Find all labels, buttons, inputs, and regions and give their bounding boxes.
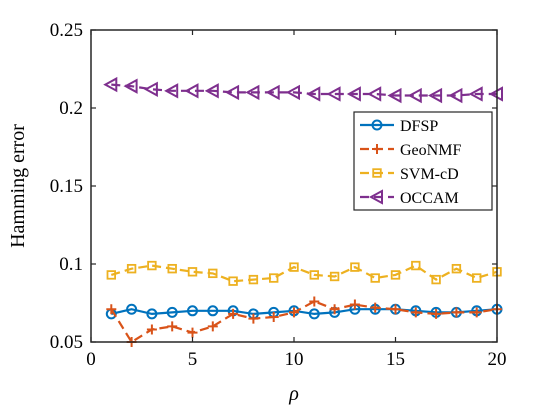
data-point [407,87,422,104]
data-point [471,273,482,283]
data-point [106,304,117,315]
data-point [349,299,360,310]
y-axis-ticks: 0.05 0.1 0.15 0.2 0.25 [50,20,497,353]
data-point [126,263,137,274]
data-point [431,308,442,319]
data-point [126,303,138,315]
data-point [390,304,401,315]
y-tick-label: 0.1 [59,254,83,275]
data-point [225,84,240,101]
x-axis-ticks: 0 5 10 15 20 [86,30,507,370]
data-point [166,306,178,318]
series-line [111,308,498,316]
data-point [187,267,198,277]
series-layer [103,76,503,347]
data-point [308,308,320,320]
series-occam [103,76,503,104]
legend-marker [371,119,383,131]
data-point [289,262,299,272]
data-point [431,274,441,285]
legend: DFSP GeoNMF SVM-cD OCCAM [353,111,493,211]
data-point [268,273,279,283]
data-point [187,305,198,317]
legend-label: GeoNMF [400,142,461,159]
data-point [451,263,462,274]
data-point [207,321,218,332]
x-tick-label: 15 [386,349,405,370]
legend-item-geonmf: GeoNMF [360,142,461,159]
data-point [164,83,179,99]
legend-label: SVM-cD [400,166,459,183]
data-point [147,260,157,271]
y-tick-label: 0.2 [59,98,83,119]
data-point [248,313,259,324]
x-tick-label: 5 [188,349,198,370]
y-tick-label: 0.25 [50,20,83,41]
y-axis-label: Hamming error [7,124,29,248]
data-point [428,87,443,104]
y-tick-label: 0.15 [50,176,83,197]
data-point [268,312,279,323]
data-point [370,302,381,313]
data-point [207,305,219,317]
y-tick-label: 0.05 [50,332,83,353]
data-point [329,304,340,315]
data-point [103,76,118,93]
legend-item-occam: OCCAM [360,189,459,207]
data-point [285,84,300,101]
data-point [289,307,299,318]
data-point [346,86,361,102]
data-point [228,276,238,286]
data-point [411,260,421,271]
data-point [350,262,360,272]
data-point [167,263,177,274]
data-point [245,84,260,101]
data-point [306,86,321,102]
series-line [111,83,497,97]
data-point [309,296,320,307]
x-tick-label: 0 [86,349,96,370]
data-point [146,308,158,320]
data-point [187,327,198,338]
series-svm-cd [106,260,502,286]
series-geonmf [106,296,502,347]
data-point [471,307,482,318]
legend-marker [372,144,382,154]
data-point [367,86,382,102]
data-point [370,273,380,283]
data-point [228,308,239,319]
data-point [468,86,483,102]
legend-marker [372,168,382,178]
x-tick-label: 20 [488,349,507,370]
legend-label: OCCAM [400,190,459,207]
data-point [146,324,157,335]
data-point [106,270,116,280]
x-axis-label: ρ [288,383,299,405]
data-point [390,270,401,280]
legend-item-svm-cd: SVM-cD [360,166,459,183]
legend-marker [368,189,383,205]
legend-label: DFSP [400,118,438,135]
data-point [387,87,402,104]
data-point [123,78,138,94]
data-point [309,270,319,280]
data-point [410,307,421,318]
data-point [248,274,259,285]
data-point [208,268,218,279]
data-point [167,321,178,332]
data-point [265,84,280,101]
legend-item-dfsp: DFSP [360,118,438,135]
data-point [326,86,341,102]
data-point [184,83,199,99]
data-point [329,271,340,282]
x-tick-label: 10 [285,349,304,370]
data-point [451,307,462,318]
data-point [204,83,219,99]
data-point [143,81,158,97]
data-point [448,87,463,104]
